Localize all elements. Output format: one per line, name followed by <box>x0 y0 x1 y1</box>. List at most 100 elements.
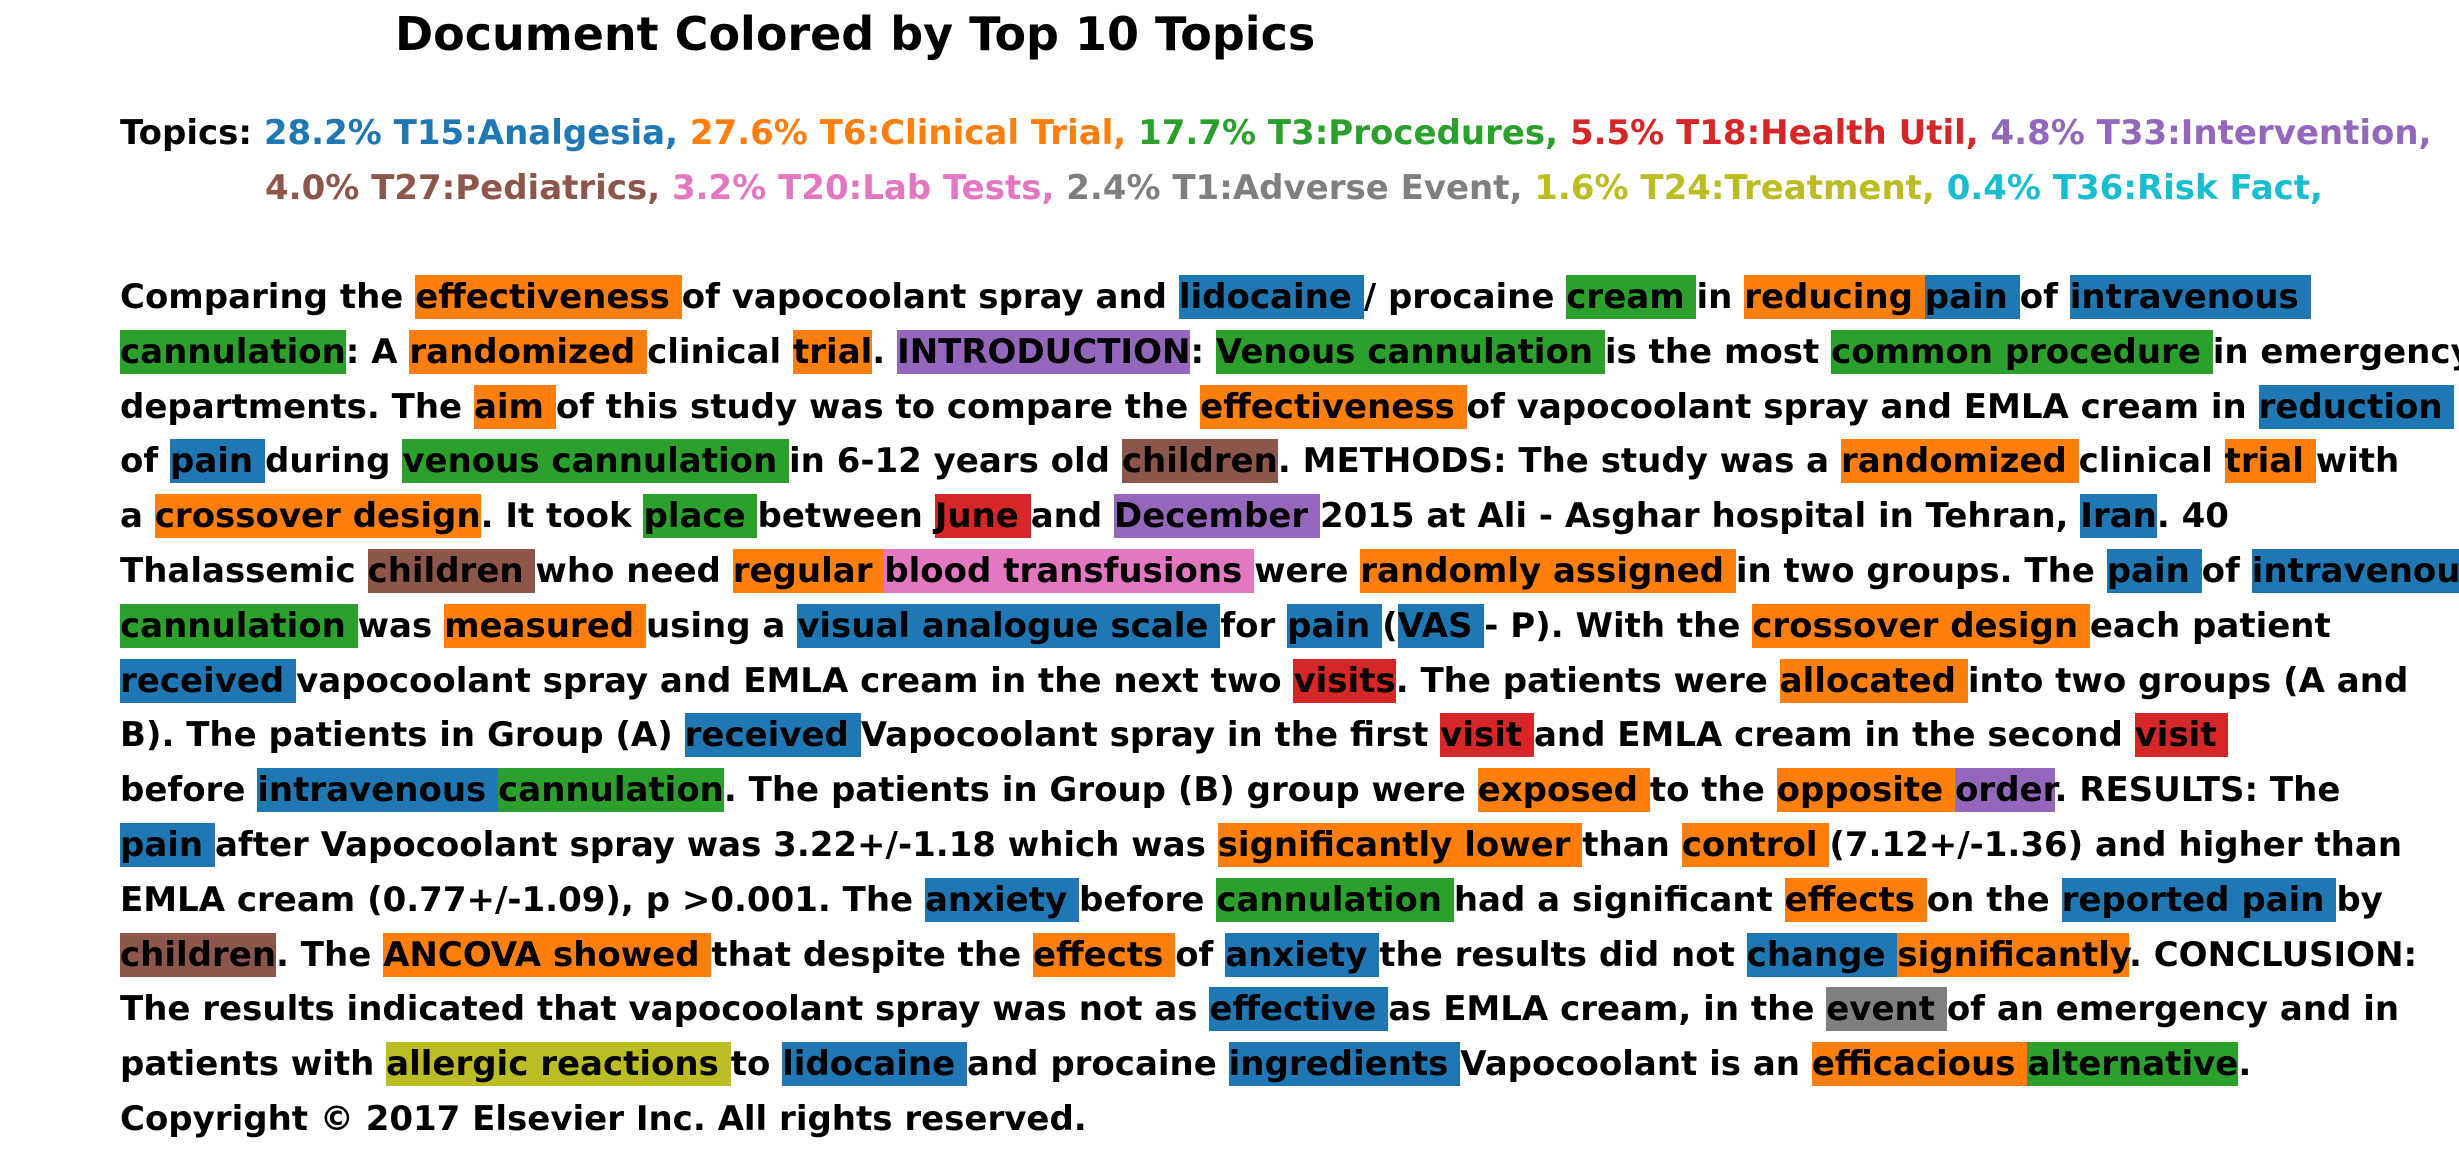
highlighted-term: crossover design <box>154 494 481 539</box>
topic-item: 27.6% T6:Clinical Trial, <box>689 113 1127 153</box>
text-line: departments. The aim of this study was t… <box>120 382 2455 432</box>
highlighted-term: allocated <box>1779 658 1968 703</box>
text-line: The results indicated that vapocoolant s… <box>120 984 2399 1034</box>
text-segment: (7.12+/-1.36) and higher than <box>1829 825 2403 865</box>
text-segment: in two groups. The <box>1735 551 2107 591</box>
text-segment: . The <box>276 934 384 975</box>
text-segment: Vapocoolant is an <box>1460 1044 1812 1085</box>
text-segment: of vapocoolant spray and <box>681 277 1179 317</box>
text-segment: : A <box>345 331 410 372</box>
highlighted-term: significantly <box>1897 932 2129 977</box>
text-line: before intravenous cannulation. The pati… <box>120 765 2340 815</box>
text-segment: B). The patients in Group (A) <box>120 715 685 756</box>
highlighted-term: pain <box>170 439 265 484</box>
text-segment: and EMLA cream in the second <box>1533 715 2135 756</box>
text-segment: . <box>2238 1044 2252 1085</box>
text-segment: between <box>757 496 935 537</box>
highlighted-term: effectiveness <box>415 275 682 319</box>
highlighted-term: intravenous <box>257 768 499 813</box>
highlighted-term: cream <box>1566 275 1697 319</box>
text-segment: vapocoolant spray and EMLA cream in the … <box>296 660 1294 701</box>
text-line: cannulation was measured using a visual … <box>120 601 2331 651</box>
text-segment: 2015 at Ali - Asghar hospital in Tehran, <box>1319 496 2081 537</box>
text-segment: had a significant <box>1453 879 1785 920</box>
text-line: Thalassemic children who need regular bl… <box>120 546 2459 596</box>
highlighted-term: ANCOVA showed <box>383 932 712 977</box>
highlighted-term: visit <box>1440 713 1534 758</box>
text-line: cannulation: A randomized clinical trial… <box>120 327 2459 377</box>
text-segment: EMLA cream (0.77+/-1.09), p >0.001. The <box>120 879 925 920</box>
text-segment: of <box>2019 277 2070 317</box>
text-segment: of <box>2201 551 2252 591</box>
highlighted-term: order <box>1955 768 2055 813</box>
topic-item: 3.2% T20:Lab Tests, <box>671 168 1055 208</box>
text-line: B). The patients in Group (A) received V… <box>120 710 2229 760</box>
highlighted-term: trial <box>793 329 873 374</box>
topic-item: 5.5% T18:Health Util, <box>1569 113 1979 153</box>
highlighted-term: Venous cannulation <box>1215 329 1605 374</box>
highlighted-term: VAS <box>1397 603 1485 648</box>
text-segment: The results indicated that vapocoolant s… <box>120 989 1210 1030</box>
text-segment: - P). With the <box>1484 605 1753 646</box>
topic-item: 2.4% T1:Adverse Event, <box>1066 168 1523 208</box>
highlighted-term: cannulation <box>498 768 724 813</box>
text-segment: of this study was to compare the <box>555 386 1201 427</box>
highlighted-term: lidocaine <box>782 1042 967 1087</box>
highlighted-term: significantly lower <box>1217 823 1583 867</box>
text-segment: . CONCLUSION: <box>2128 934 2418 975</box>
highlighted-term: anxiety <box>1225 932 1380 977</box>
text-segment: clinical <box>2078 441 2225 482</box>
highlighted-term: cannulation <box>1216 877 1454 922</box>
text-segment: and procaine <box>967 1044 1229 1085</box>
text-segment: to the <box>1649 770 1777 811</box>
topic-item: 4.0% T27:Pediatrics, <box>265 168 661 208</box>
text-line: patients with allergic reactions to lido… <box>120 1039 2251 1089</box>
highlighted-term: June <box>934 494 1031 539</box>
text-segment: was <box>357 605 445 646</box>
highlighted-term: received <box>120 658 297 703</box>
topic-item: 17.7% T3:Procedures, <box>1138 113 1559 153</box>
text-segment: . It took <box>480 496 644 537</box>
highlighted-term: alternative <box>2027 1042 2239 1087</box>
highlighted-term: effects <box>1784 877 1927 922</box>
text-segment: ( <box>1382 605 1398 646</box>
highlighted-term: aim <box>473 384 556 429</box>
text-line: pain after Vapocoolant spray was 3.22+/-… <box>120 820 2402 870</box>
text-segment: in <box>1696 277 1745 317</box>
highlighted-term: allergic reactions <box>386 1042 731 1087</box>
text-segment: during <box>264 441 403 482</box>
text-segment: . METHODS: The study was a <box>1277 441 1841 482</box>
chart-title: Document Colored by Top 10 Topics <box>395 7 1316 61</box>
text-segment: Thalassemic <box>120 551 368 591</box>
text-segment: and <box>1030 496 1115 537</box>
highlighted-term: ingredients <box>1228 1042 1461 1087</box>
topic-item: 1.6% T24:Treatment, <box>1534 168 1935 208</box>
text-segment: in emergency <box>2212 331 2459 372</box>
text-segment: as EMLA cream, in the <box>1388 989 1827 1030</box>
highlighted-term: children <box>367 549 536 593</box>
text-line: children. The ANCOVA showed that despite… <box>120 930 2417 980</box>
text-segment: : <box>1190 331 1216 372</box>
highlighted-term: pain <box>1924 275 2020 319</box>
text-segment: clinical <box>647 331 794 372</box>
highlighted-term: effectiveness <box>1200 384 1467 429</box>
highlighted-term: crossover design <box>1752 603 2090 648</box>
highlighted-term: measured <box>444 603 646 648</box>
highlighted-term: lidocaine <box>1178 275 1364 319</box>
highlighted-term: pain <box>1287 603 1383 648</box>
highlighted-term: effective <box>1209 987 1389 1032</box>
text-segment: were <box>1254 551 1361 591</box>
text-segment: after Vapocoolant spray was 3.22+/-1.18 … <box>214 825 1218 865</box>
text-segment: before <box>120 770 258 811</box>
highlighted-term: blood transfusions <box>884 549 1255 593</box>
text-segment: by <box>2336 879 2383 920</box>
text-line: Copyright © 2017 Elsevier Inc. All right… <box>120 1094 1087 1144</box>
highlighted-term: efficacious <box>1811 1042 2028 1087</box>
text-segment: that despite the <box>711 934 1034 975</box>
text-segment: is the most <box>1604 331 1832 372</box>
highlighted-term: intravenous <box>2251 549 2459 593</box>
highlighted-term: venous cannulation <box>402 439 790 484</box>
highlighted-term: randomized <box>409 329 648 374</box>
highlighted-term: visit <box>2134 713 2229 758</box>
text-segment: on the <box>1926 879 2062 920</box>
